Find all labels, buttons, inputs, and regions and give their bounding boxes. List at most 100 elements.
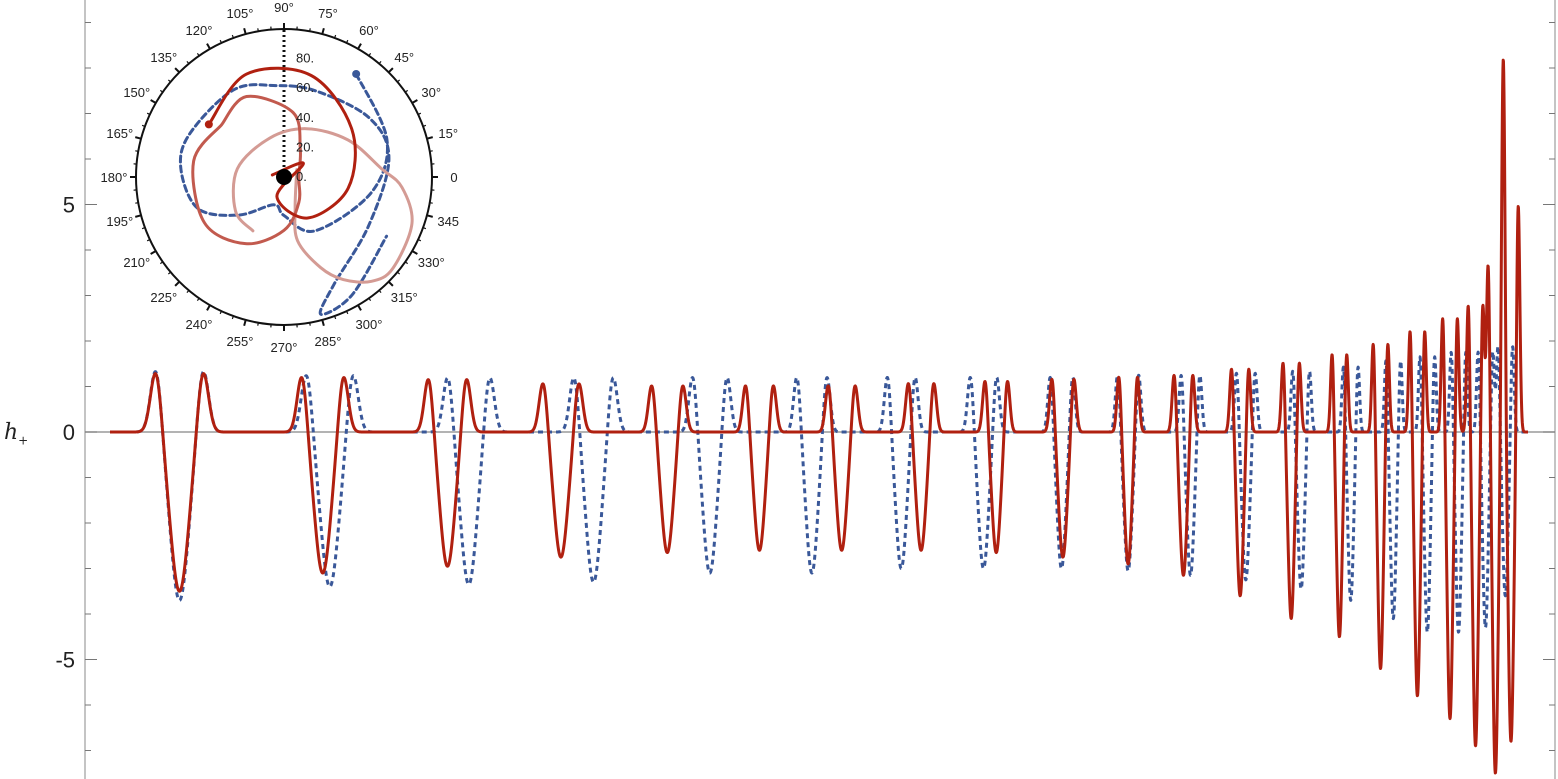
polar-tick <box>219 39 222 44</box>
y-tick-label: 5 <box>63 193 75 218</box>
polar-angle-label: 345 <box>437 214 459 229</box>
polar-tick <box>417 112 422 115</box>
polar-angle-label: 0 <box>450 170 457 185</box>
polar-tick <box>378 60 382 65</box>
polar-tick <box>411 99 418 104</box>
polar-tick <box>219 310 222 315</box>
polar-tick <box>134 136 142 140</box>
polar-angle-label: 330° <box>418 255 445 270</box>
polar-tick <box>404 261 409 265</box>
polar-tick <box>321 319 325 327</box>
polar-labels: 0 15° 30° 45° 60° 75° 90° 105° 120° 135° 150° 165° 1… <box>101 0 460 355</box>
polar-radial-label: 0. <box>296 169 307 184</box>
polar-tick <box>135 150 139 152</box>
polar-angle-label: 300° <box>356 317 383 332</box>
polar-angle-label: 150° <box>123 85 150 100</box>
y-axis-ticks: 5 0 -5 <box>55 22 1555 751</box>
polar-tick <box>231 315 234 320</box>
polar-tick <box>426 214 434 218</box>
polar-tick <box>309 28 311 32</box>
polar-orbits <box>178 66 414 316</box>
polar-tick <box>135 202 139 204</box>
polar-tick <box>150 250 157 255</box>
polar-tick <box>186 289 190 294</box>
polar-tick <box>357 304 362 311</box>
polar-tick <box>159 261 164 265</box>
polar-tick <box>417 239 422 242</box>
orbit-solid-2 <box>231 127 414 284</box>
polar-angle-label: 75° <box>318 6 338 21</box>
central-body <box>276 169 292 185</box>
orbit-solid-1 <box>191 94 303 246</box>
orbit-dashed <box>178 72 391 316</box>
polar-tick <box>422 124 427 127</box>
polar-radial-label: 60. <box>296 80 314 95</box>
polar-tick <box>396 271 401 275</box>
polar-tick <box>206 304 211 311</box>
polar-radial-label: 40. <box>296 110 314 125</box>
polar-angle-label: 180° <box>101 170 128 185</box>
polar-tick <box>321 27 325 35</box>
orbit-solid-end-marker <box>204 120 213 129</box>
polar-tick <box>174 280 181 287</box>
polar-tick <box>196 52 200 57</box>
polar-tick <box>404 89 409 93</box>
polar-tick <box>429 202 433 204</box>
polar-radial-label: 80. <box>296 51 314 66</box>
series-layer <box>108 58 1530 775</box>
polar-tick <box>368 297 372 302</box>
polar-tick <box>378 289 382 294</box>
polar-angle-label: 30° <box>421 85 441 100</box>
orbit-solid-0 <box>207 66 357 220</box>
polar-tick <box>150 99 157 104</box>
polar-tick <box>186 60 190 65</box>
polar-orbit-inset: 0 15° 30° 45° 60° 75° 90° 105° 120° 135° 150° 165° 1… <box>101 0 460 355</box>
polar-tick <box>141 124 146 127</box>
series-dashed-line <box>108 344 1530 634</box>
polar-tick <box>167 79 172 83</box>
polar-tick <box>257 28 259 32</box>
polar-angle-label: 105° <box>227 6 254 21</box>
polar-angle-label: 90° <box>274 0 294 15</box>
polar-tick <box>206 43 211 50</box>
series-solid-line <box>108 58 1530 775</box>
polar-angle-label: 210° <box>123 255 150 270</box>
polar-angle-label: 45° <box>394 50 414 65</box>
polar-tick <box>357 43 362 50</box>
polar-angle-label: 315° <box>391 290 418 305</box>
polar-tick <box>422 227 427 230</box>
polar-tick <box>334 34 337 39</box>
polar-tick <box>146 112 151 115</box>
polar-tick <box>396 79 401 83</box>
polar-tick <box>387 67 394 74</box>
polar-angle-label: 60° <box>359 23 379 38</box>
y-axis-label: h+ <box>4 420 29 448</box>
polar-angle-label: 255° <box>227 334 254 349</box>
polar-tick <box>429 150 433 152</box>
polar-tick <box>368 52 372 57</box>
polar-grid <box>130 23 438 331</box>
polar-tick <box>141 227 146 230</box>
polar-tick <box>174 67 181 74</box>
polar-tick <box>243 319 247 327</box>
y-tick-label: -5 <box>55 648 75 673</box>
polar-angle-label: 165° <box>106 126 133 141</box>
polar-angle-label: 285° <box>315 334 342 349</box>
polar-angle-label: 270° <box>271 340 298 355</box>
polar-angle-label: 225° <box>150 290 177 305</box>
polar-tick <box>346 310 349 315</box>
polar-tick <box>411 250 418 255</box>
polar-tick <box>257 322 259 326</box>
polar-tick <box>134 214 142 218</box>
polar-tick <box>334 315 337 320</box>
polar-tick <box>426 136 434 140</box>
polar-tick <box>231 34 234 39</box>
orbit-dashed-end-marker <box>352 69 361 78</box>
y-tick-label: 0 <box>63 420 75 445</box>
polar-angle-label: 135° <box>150 50 177 65</box>
polar-tick <box>196 297 200 302</box>
polar-tick <box>159 89 164 93</box>
polar-tick <box>167 271 172 275</box>
polar-angle-label: 15° <box>438 126 458 141</box>
